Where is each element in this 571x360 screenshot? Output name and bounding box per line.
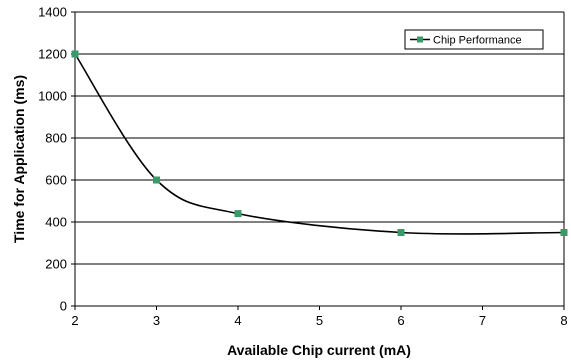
x-tick-label: 4	[234, 313, 241, 328]
series-line	[74, 53, 565, 235]
data-point-marker	[560, 229, 568, 236]
data-point-marker	[234, 210, 242, 218]
y-tick-label: 0	[60, 299, 67, 314]
x-tick-label: 3	[153, 313, 160, 328]
y-tick-label: 200	[45, 257, 67, 272]
y-tick-label: 600	[45, 173, 67, 188]
y-tick-label: 1200	[38, 47, 67, 62]
data-point-marker	[71, 50, 79, 58]
x-axis-title: Available Chip current (mA)	[227, 342, 411, 358]
y-tick-label: 800	[45, 131, 67, 146]
x-tick-label: 5	[316, 313, 323, 328]
legend-marker-swatch	[417, 36, 423, 43]
series-layer	[71, 50, 568, 236]
y-tick-label: 1000	[38, 89, 67, 104]
x-axis-ticks: 2 3 4 5 6 7 8	[71, 306, 568, 328]
y-axis-ticks: 0 200 400 600 800 1000 1200 1400	[38, 5, 75, 314]
x-tick-label: 7	[479, 313, 486, 328]
x-tick-label: 2	[71, 313, 78, 328]
plot-area	[75, 12, 564, 306]
data-point-marker	[397, 229, 405, 236]
x-tick-label: 6	[397, 313, 404, 328]
y-axis-title: Time for Application (ms)	[11, 75, 27, 243]
legend-box	[404, 29, 544, 50]
y-tick-label: 1400	[38, 5, 67, 20]
legend-label: Chip Performance	[433, 35, 522, 47]
y-tick-label: 400	[45, 215, 67, 230]
legend: Chip Performance	[404, 29, 544, 50]
x-tick-label: 8	[560, 313, 567, 328]
data-point-marker	[153, 176, 160, 184]
